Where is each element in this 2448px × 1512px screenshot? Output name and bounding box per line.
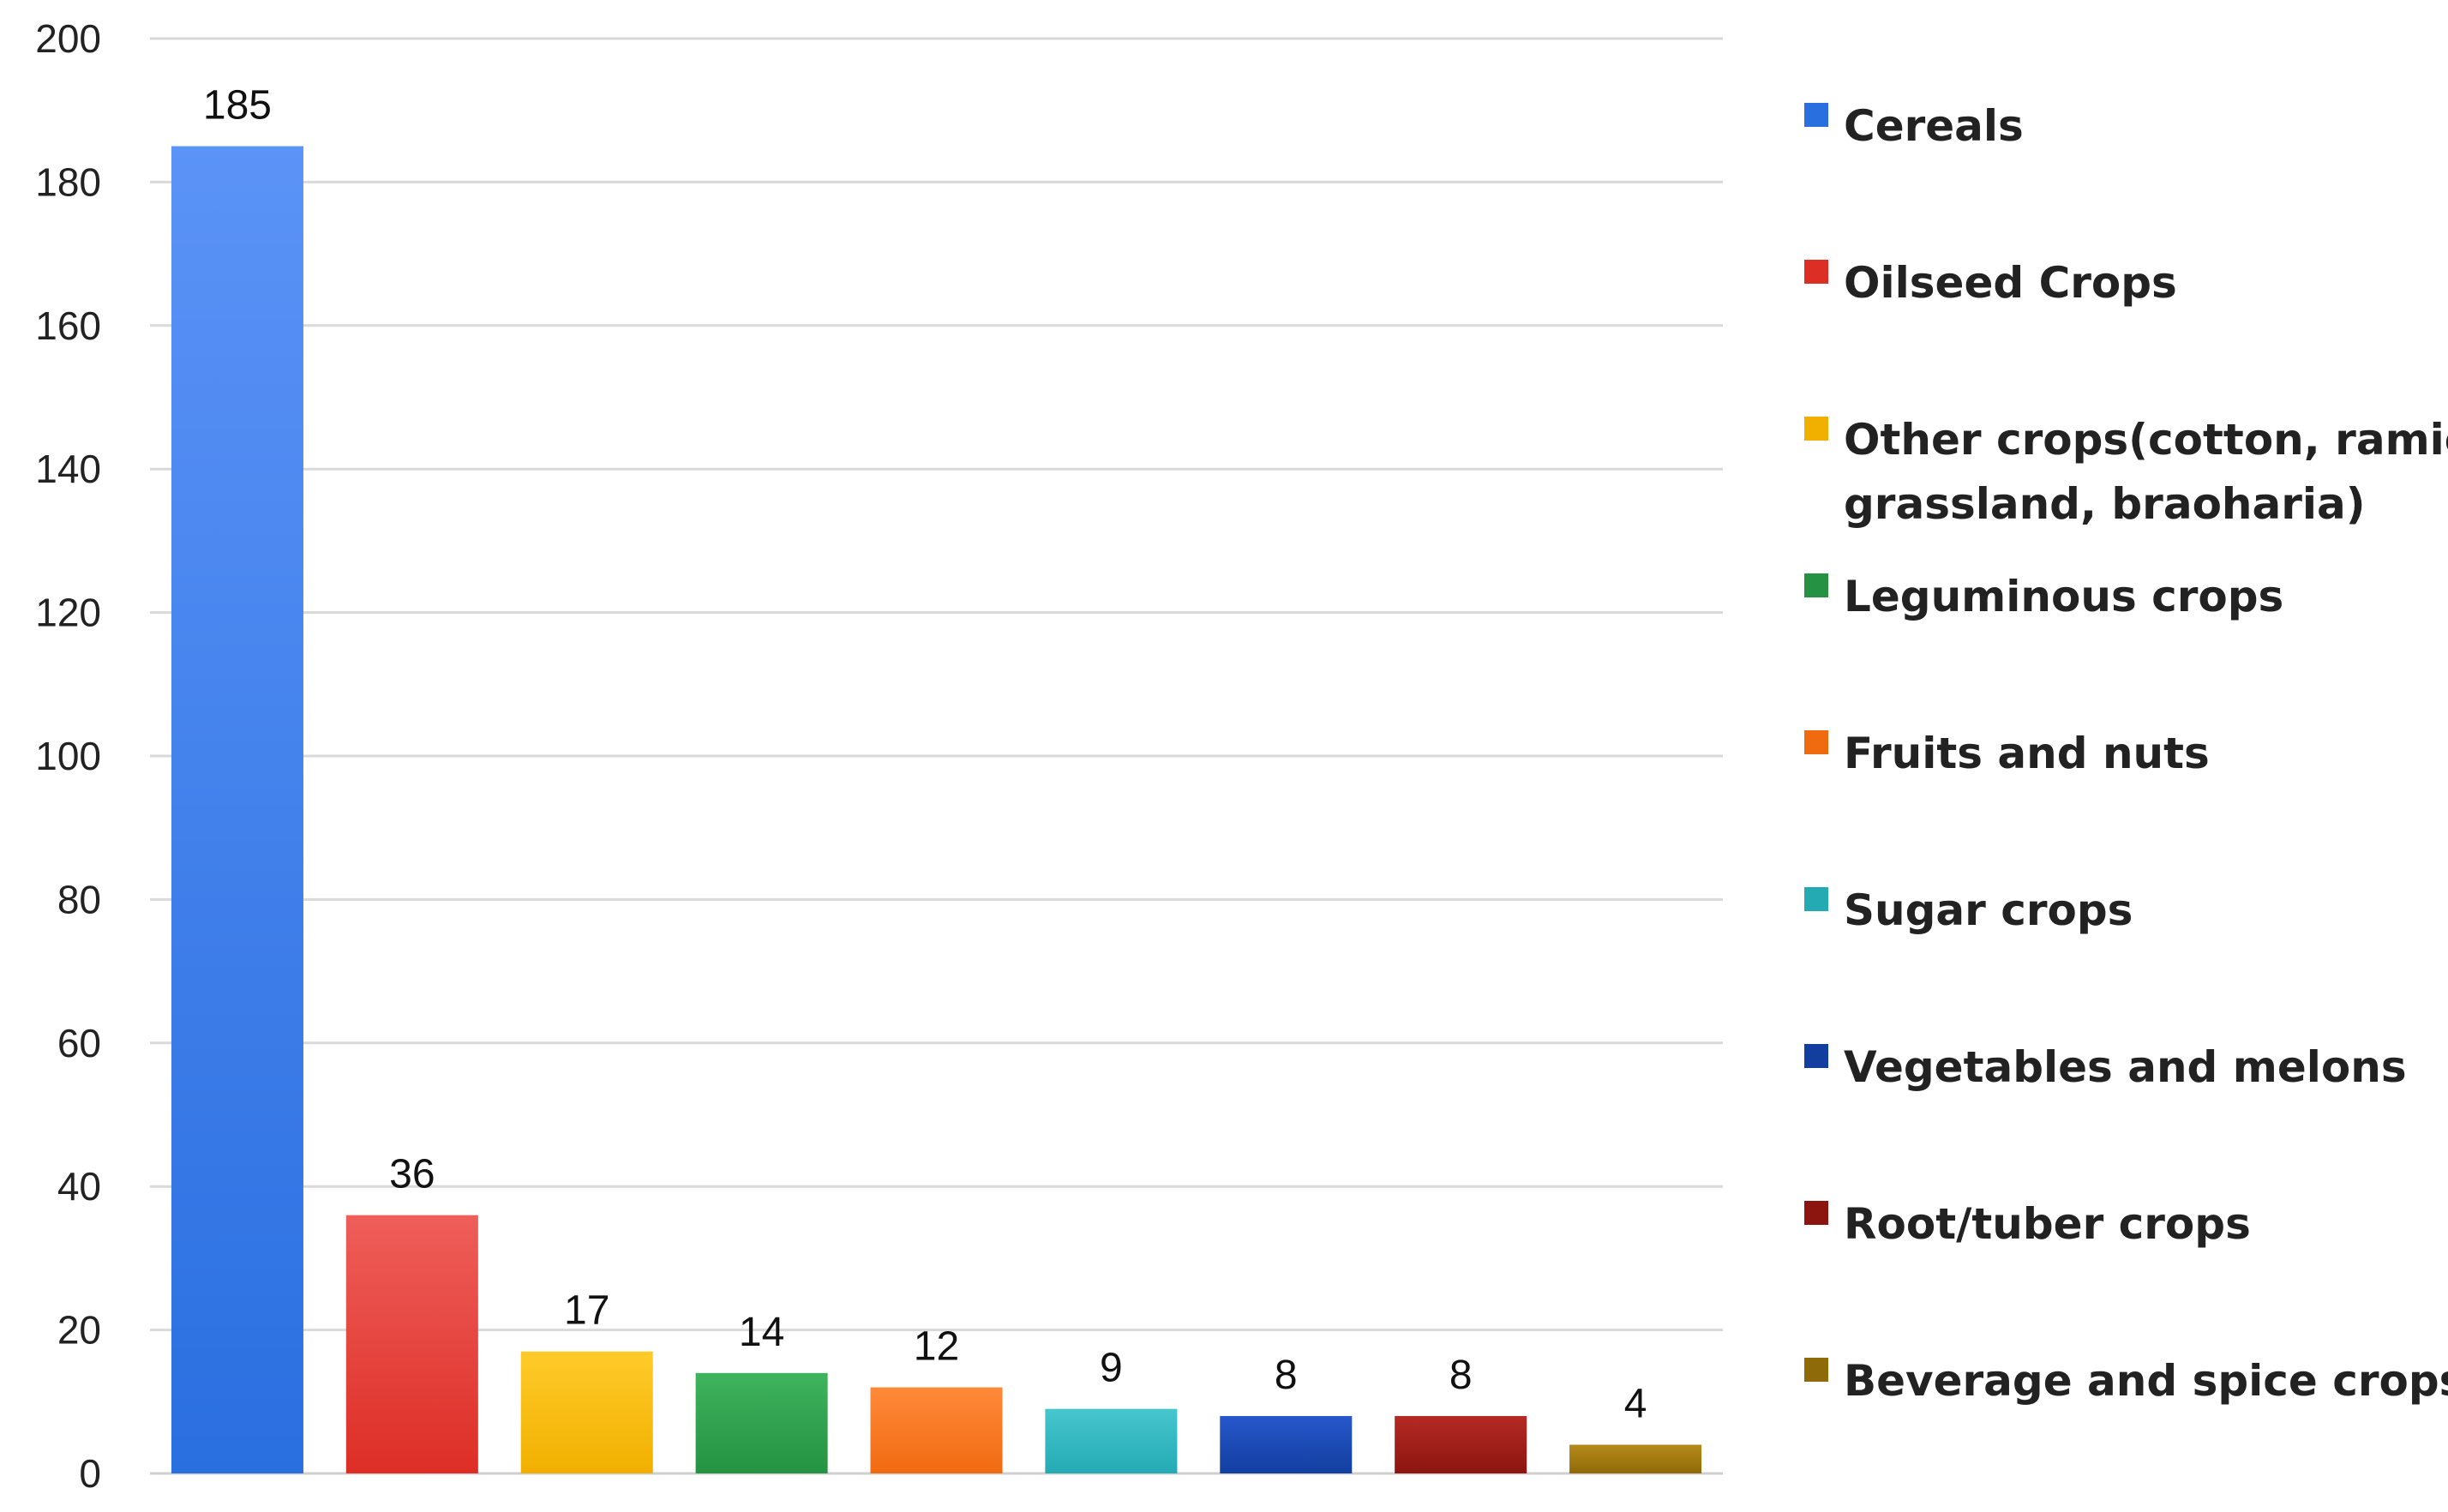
legend-label-6: Vegetables and melons bbox=[1844, 1042, 2407, 1092]
legend-label-1: Oilseed Crops bbox=[1844, 258, 2177, 308]
y-tick-label-40: 40 bbox=[57, 1164, 101, 1209]
bars bbox=[171, 146, 1702, 1473]
legend-swatch-6 bbox=[1804, 1044, 1828, 1068]
legend-item-1: Oilseed Crops bbox=[1804, 258, 2177, 308]
bar-cereals bbox=[171, 146, 303, 1473]
data-label-2: 17 bbox=[564, 1288, 609, 1334]
bar-beverage-and-spice-crops bbox=[1569, 1444, 1702, 1473]
legend-swatch-8 bbox=[1804, 1358, 1828, 1382]
legend-item-2: Other crops(cotton, ramie , grassland, br… bbox=[1804, 415, 2448, 529]
legend-item-5: Sugar crops bbox=[1804, 885, 2133, 935]
legend-item-3: Leguminous crops bbox=[1804, 572, 2283, 621]
legend: Cereals Oilseed Crops Other crops(cotton, … bbox=[1804, 101, 2448, 1406]
data-label-3: 14 bbox=[739, 1310, 784, 1355]
y-tick-label-100: 100 bbox=[35, 734, 101, 778]
data-label-0: 185 bbox=[203, 83, 272, 129]
data-label-7: 8 bbox=[1449, 1353, 1473, 1398]
legend-swatch-5 bbox=[1804, 887, 1828, 911]
y-tick-label-160: 160 bbox=[35, 303, 101, 348]
y-tick-label-80: 80 bbox=[57, 877, 101, 921]
legend-swatch-7 bbox=[1804, 1201, 1828, 1225]
bar-sugar-crops bbox=[1045, 1408, 1178, 1473]
legend-label-7: Root/tuber crops bbox=[1844, 1199, 2251, 1249]
legend-swatch-3 bbox=[1804, 573, 1828, 597]
data-label-1: 36 bbox=[389, 1152, 435, 1197]
bar-other-crops-cotton-ramie-grassland-braoharia bbox=[520, 1351, 653, 1473]
legend-swatch-1 bbox=[1804, 260, 1828, 284]
y-tick-label-60: 60 bbox=[57, 1021, 101, 1065]
data-label-4: 12 bbox=[914, 1324, 959, 1370]
y-tick-label-120: 120 bbox=[35, 591, 101, 635]
legend-swatch-2 bbox=[1804, 417, 1828, 441]
legend-label-2: Other crops(cotton, ramie , bbox=[1844, 415, 2448, 465]
bar-vegetables-and-melons bbox=[1220, 1416, 1353, 1473]
data-labels: 185 36 17 14 12 9 8 8 4 bbox=[203, 83, 1647, 1427]
data-label-6: 8 bbox=[1275, 1353, 1298, 1398]
y-tick-label-0: 0 bbox=[79, 1451, 101, 1496]
legend-label-3: Leguminous crops bbox=[1844, 572, 2283, 621]
legend-item-7: Root/tuber crops bbox=[1804, 1199, 2251, 1249]
legend-item-4: Fruits and nuts bbox=[1804, 729, 2210, 778]
bar-root-tuber-crops bbox=[1395, 1416, 1527, 1473]
y-axis-tick-labels: 0 20 40 60 80 100 120 140 160 180 200 bbox=[35, 16, 101, 1496]
legend-label-8: Beverage and spice crops bbox=[1844, 1356, 2448, 1406]
y-tick-label-180: 180 bbox=[35, 159, 101, 204]
legend-label-5: Sugar crops bbox=[1844, 885, 2133, 935]
legend-label-4: Fruits and nuts bbox=[1844, 729, 2210, 778]
y-tick-label-140: 140 bbox=[35, 447, 101, 491]
legend-item-6: Vegetables and melons bbox=[1804, 1042, 2407, 1092]
legend-item-8: Beverage and spice crops bbox=[1804, 1356, 2448, 1406]
y-tick-label-20: 20 bbox=[57, 1308, 101, 1353]
bar-fruits-and-nuts bbox=[870, 1387, 1003, 1473]
y-tick-label-200: 200 bbox=[35, 16, 101, 61]
bar-oilseed-crops bbox=[345, 1215, 478, 1473]
legend-label-2-line-2: grassland, braoharia) bbox=[1844, 479, 2366, 529]
legend-swatch-4 bbox=[1804, 730, 1828, 754]
legend-swatch-0 bbox=[1804, 103, 1828, 127]
data-label-5: 9 bbox=[1100, 1346, 1123, 1391]
data-label-8: 4 bbox=[1624, 1382, 1647, 1427]
legend-label-0: Cereals bbox=[1844, 101, 2024, 151]
bar-leguminous-crops bbox=[695, 1372, 828, 1473]
legend-item-0: Cereals bbox=[1804, 101, 2024, 151]
